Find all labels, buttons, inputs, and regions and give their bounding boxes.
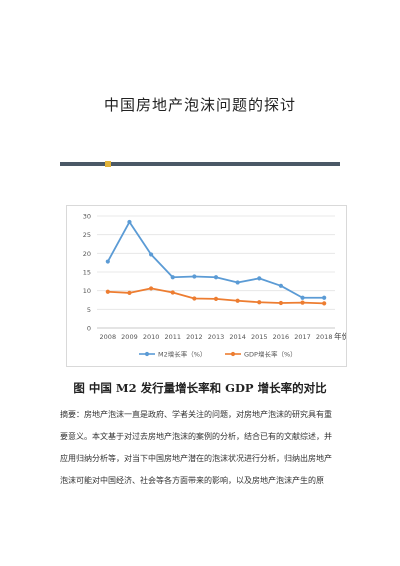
data-point: [148, 286, 154, 291]
data-point: [300, 300, 305, 305]
data-point: [235, 298, 240, 303]
y-tick-label: 0: [87, 325, 91, 333]
divider-accent: [105, 161, 111, 167]
x-tick-label: 2014: [229, 333, 246, 341]
x-tick-label: 2016: [273, 333, 290, 341]
abstract-line: 应用归纳分析等，对当下中国房地产潜在的泡沫状况进行分析，归纳出房地产: [60, 454, 332, 463]
legend: M2增长率（%） GDP增长率（%）: [139, 350, 297, 359]
y-tick-label: 5: [87, 306, 91, 314]
data-point: [257, 300, 262, 305]
y-tick-label: 15: [83, 269, 91, 277]
data-point: [235, 280, 240, 285]
x-tick-label: 2010: [143, 333, 160, 341]
data-point: [170, 290, 175, 295]
data-point: [213, 275, 219, 280]
data-point: [192, 274, 197, 279]
data-point: [257, 276, 262, 281]
data-point: [148, 252, 154, 257]
data-point: [300, 295, 305, 300]
data-point: [213, 296, 219, 301]
data-point: [278, 300, 284, 306]
data-point: [322, 301, 327, 306]
data-point: [192, 296, 197, 301]
legend-swatch-marker: [230, 351, 236, 357]
legend-label: M2增长率（%）: [158, 350, 206, 359]
data-point: [105, 259, 110, 264]
y-tick-label: 20: [83, 250, 91, 258]
chart-frame: 0 5 10 15 20 25 30 2008 2009 2010 2011 2012 2013 201…: [66, 205, 347, 367]
abstract-line: 泡沫可能对中国经济、社会等各方面带来的影响，以及房地产泡沫产生的原: [60, 476, 324, 485]
y-axis: 0 5 10 15 20 25 30: [83, 213, 91, 333]
abstract-line: 摘要：房地产泡沫一直是政府、学者关注的问题，对房地产泡沫的研究具有重: [60, 410, 332, 419]
section-divider: [60, 162, 340, 166]
data-point: [278, 283, 284, 288]
y-tick-label: 30: [83, 213, 91, 221]
legend-label: GDP增长率（%）: [244, 350, 297, 359]
abstract-line: 要意义。本文基于对过去房地产泡沫的案例的分析，结合已有的文献综述，并: [60, 432, 332, 441]
y-tick-label: 25: [83, 231, 91, 239]
x-tick-label: 2017: [294, 333, 311, 341]
data-point: [170, 275, 175, 280]
x-tick-label: 2009: [121, 333, 138, 341]
line-chart: 0 5 10 15 20 25 30 2008 2009 2010 2011 2012 2013 201…: [83, 213, 346, 359]
x-tick-label: 2011: [164, 333, 181, 341]
x-tick-label: 2008: [100, 333, 117, 341]
gridlines: [97, 215, 335, 329]
abstract-text: 摘要：房地产泡沫一直是政府、学者关注的问题，对房地产泡沫的研究具有重 要意义。本…: [60, 404, 352, 492]
x-axis: 2008 2009 2010 2011 2012 2013 2014 2015 2016 2017…: [97, 327, 346, 341]
data-point: [127, 290, 132, 296]
x-tick-label: 2018: [316, 333, 333, 341]
series-line: [107, 221, 325, 299]
data-point: [127, 219, 132, 225]
x-axis-title: 年份: [334, 331, 346, 341]
y-tick-label: 10: [83, 287, 91, 295]
x-tick-label: 2013: [208, 333, 225, 341]
series-layer: [105, 219, 327, 306]
data-point: [322, 295, 327, 300]
page-title: 中国房地产泡沫问题的探讨: [103, 96, 296, 114]
legend-swatch-marker: [144, 351, 150, 357]
figure-caption: 图 中国 M2 发行量增长率和 GDP 增长率的对比: [73, 381, 327, 395]
x-tick-label: 2012: [186, 333, 203, 341]
data-point: [105, 289, 110, 294]
x-tick-label: 2015: [251, 333, 268, 341]
